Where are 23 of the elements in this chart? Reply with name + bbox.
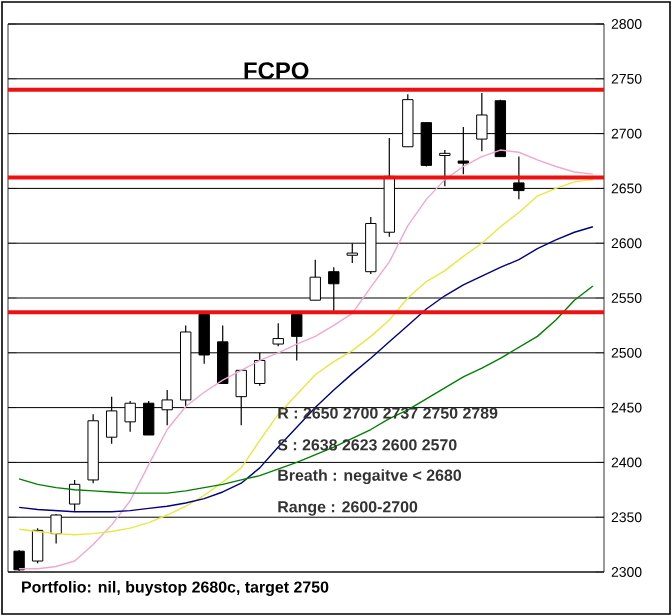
candlestick: [291, 313, 303, 362]
candlestick: [272, 322, 284, 347]
candlestick: [513, 156, 525, 200]
candlestick: [439, 149, 451, 187]
candlestick: [31, 527, 44, 564]
candlestick: [105, 396, 118, 445]
candlestick: [254, 352, 266, 387]
candlestick: [476, 92, 488, 152]
candlestick: [328, 266, 340, 314]
candlestick: [142, 400, 155, 436]
candlestick: [309, 259, 321, 301]
candlestick: [217, 324, 229, 385]
candlestick: [68, 479, 81, 512]
candlestick: [235, 369, 247, 426]
candlestick: [198, 312, 210, 365]
candlestick: [161, 389, 173, 426]
candlestick: [124, 400, 136, 433]
candlestick: [457, 126, 470, 175]
candlestick: [420, 122, 432, 168]
candlestick: [50, 513, 62, 545]
candlestick: [402, 93, 414, 148]
text: FCPO: [244, 62, 309, 80]
candlestick: [346, 242, 358, 264]
